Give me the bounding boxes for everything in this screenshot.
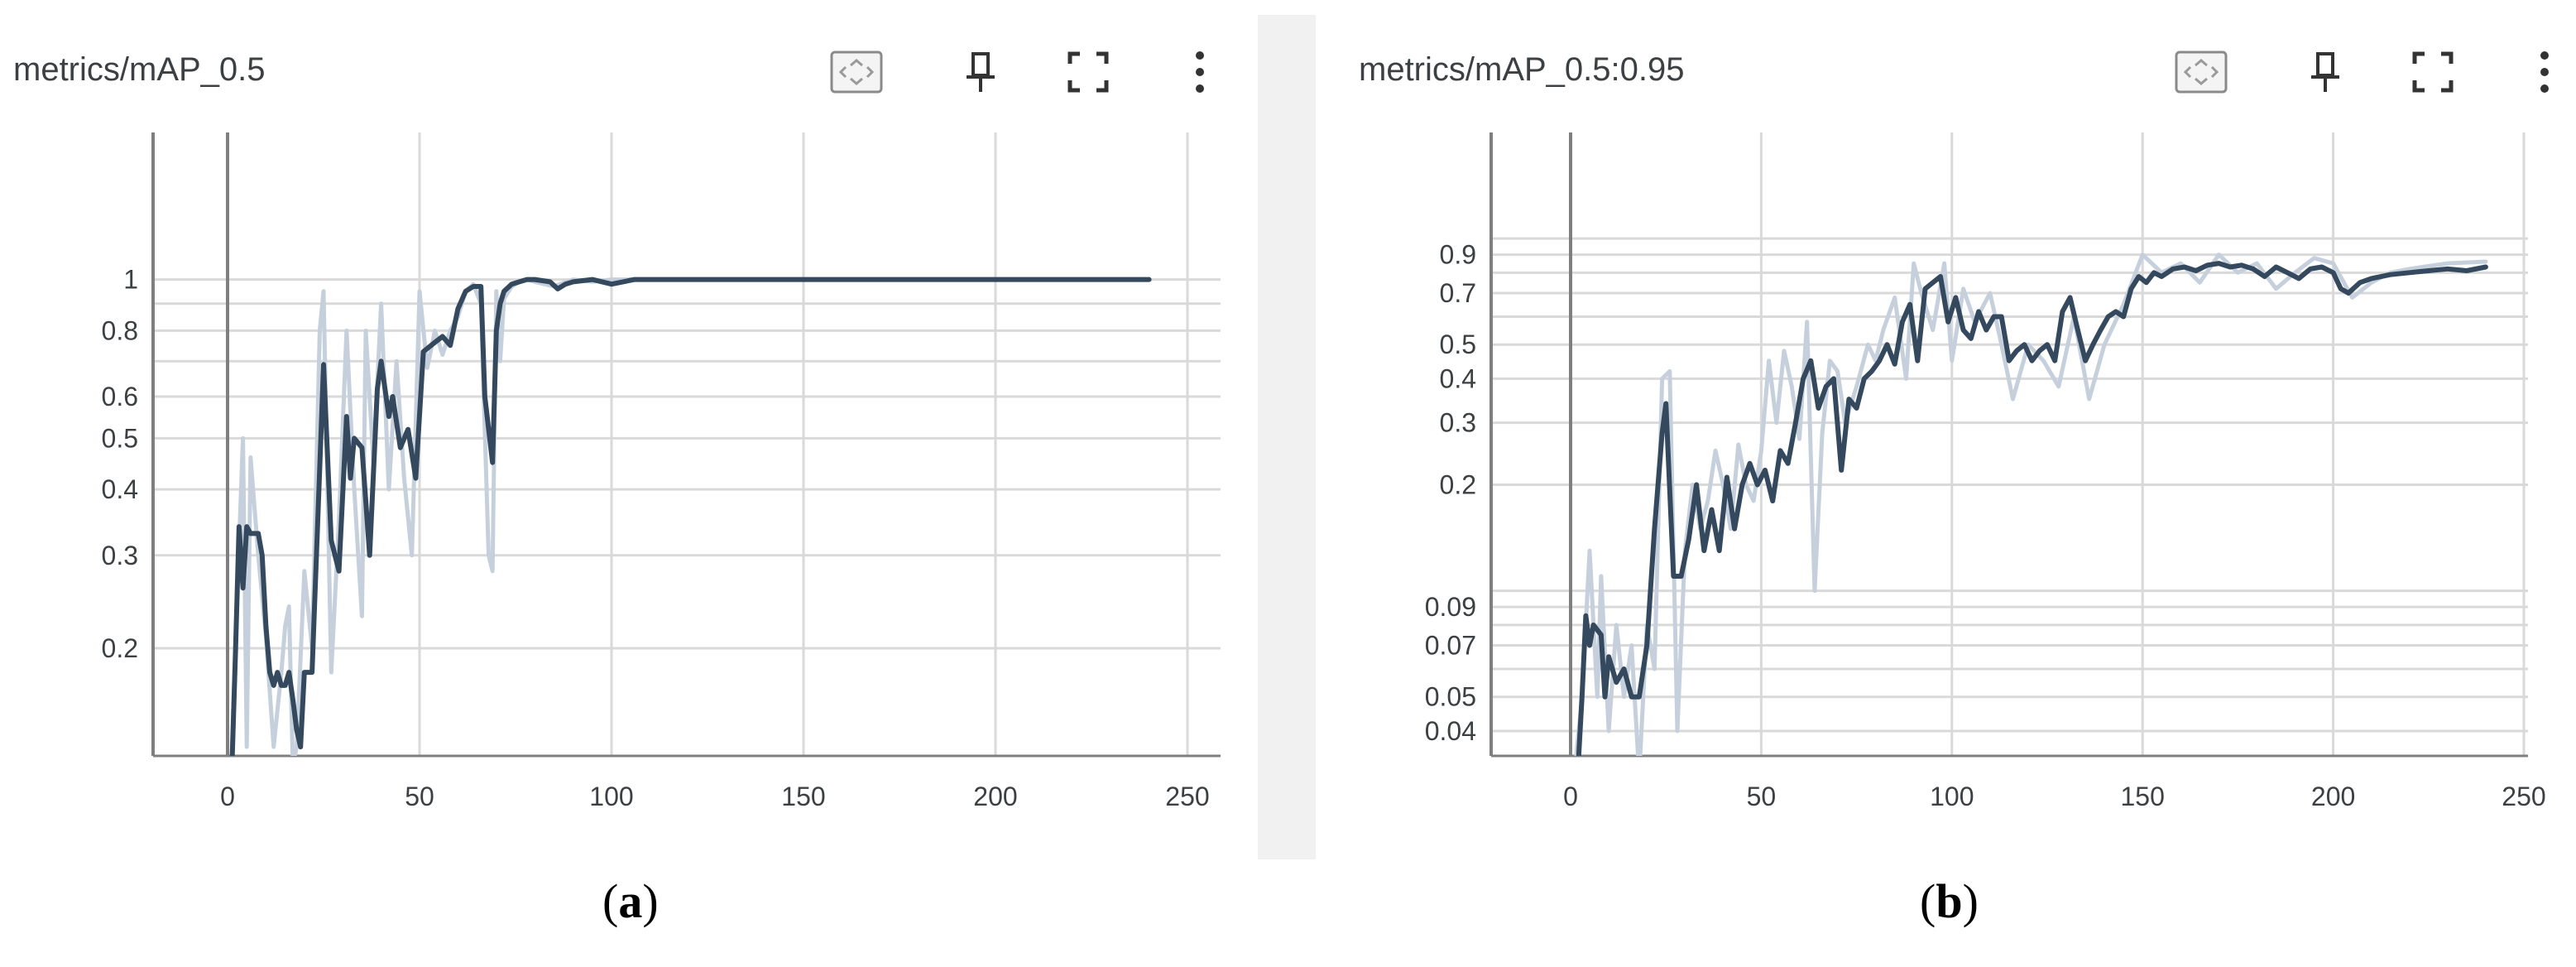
caption-open: ( [1920,874,1936,928]
x-tick-label: 50 [1747,782,1777,811]
x-tick-label: 50 [405,782,434,811]
y-tick-label: 0.4 [1440,363,1476,393]
caption-letter: b [1936,874,1963,928]
y-tick-label: 0.8 [102,315,138,345]
fit-domain-icon[interactable] [827,43,885,101]
caption-letter: a [618,874,643,928]
series-line-smoothed [229,277,1152,756]
pin-icon[interactable] [952,43,1010,101]
series-line-smoothed [1576,261,2488,756]
y-tick-label: 0.05 [1425,682,1476,712]
y-tick-label: 0.7 [1440,278,1476,308]
card-title: metrics/mAP_0.5:0.95 [1359,51,1685,88]
card-divider [1258,15,1316,859]
y-tick-label: 0.3 [102,541,138,570]
x-tick-label: 250 [2502,782,2545,811]
x-tick-label: 100 [589,782,633,811]
y-tick-label: 0.09 [1425,592,1476,622]
more-vert-icon[interactable] [1171,43,1229,101]
x-tick-label: 250 [1165,782,1209,811]
x-tick-label: 200 [973,782,1017,811]
chart-plot: 0.04 0.05 0.07 0.09 0.2 0.3 0.4 0.5 0.7 0.9 0 50 100… [1425,132,2546,811]
more-vert-icon[interactable] [2516,43,2574,101]
x-tick-label: 0 [220,782,235,811]
caption-close: ) [1962,874,1979,928]
series-line-raw [1574,253,2488,756]
y-tick-label: 0.3 [1440,408,1476,438]
x-tick-label: 100 [1930,782,1974,811]
y-tick-label: 0.2 [102,633,138,663]
chart-card-a: metrics/mAP_0.5 [0,0,1258,967]
caption-close: ) [642,874,659,928]
y-tick-label: 0.5 [1440,330,1476,359]
fullscreen-icon[interactable] [1059,43,1117,101]
figure-caption: (b) [1920,873,1979,929]
fullscreen-icon[interactable] [2404,43,2462,101]
figure-caption: (a) [602,873,659,929]
x-tick-label: 200 [2311,782,2355,811]
y-tick-label: 0.5 [102,423,138,453]
x-tick-label: 150 [2121,782,2165,811]
y-tick-label: 0.2 [1440,470,1476,500]
x-tick-label: 150 [781,782,825,811]
y-tick-label: 0.4 [102,474,138,504]
y-tick-label: 0.07 [1425,631,1476,661]
y-tick-label: 0.04 [1425,716,1476,746]
y-tick-label: 0.9 [1440,240,1476,270]
card-title: metrics/mAP_0.5 [13,51,266,88]
fit-domain-icon[interactable] [2172,43,2230,101]
chart-card-b: metrics/mAP_0.5:0.95 [1316,0,2576,967]
pin-icon[interactable] [2296,43,2354,101]
y-tick-label: 0.6 [102,382,138,411]
y-tick-label: 1 [123,265,138,295]
x-tick-label: 0 [1563,782,1578,811]
caption-open: ( [602,874,619,928]
chart-plot: 0.2 0.3 0.4 0.5 0.6 0.8 1 0 50 100 150 200 250 [102,132,1221,811]
